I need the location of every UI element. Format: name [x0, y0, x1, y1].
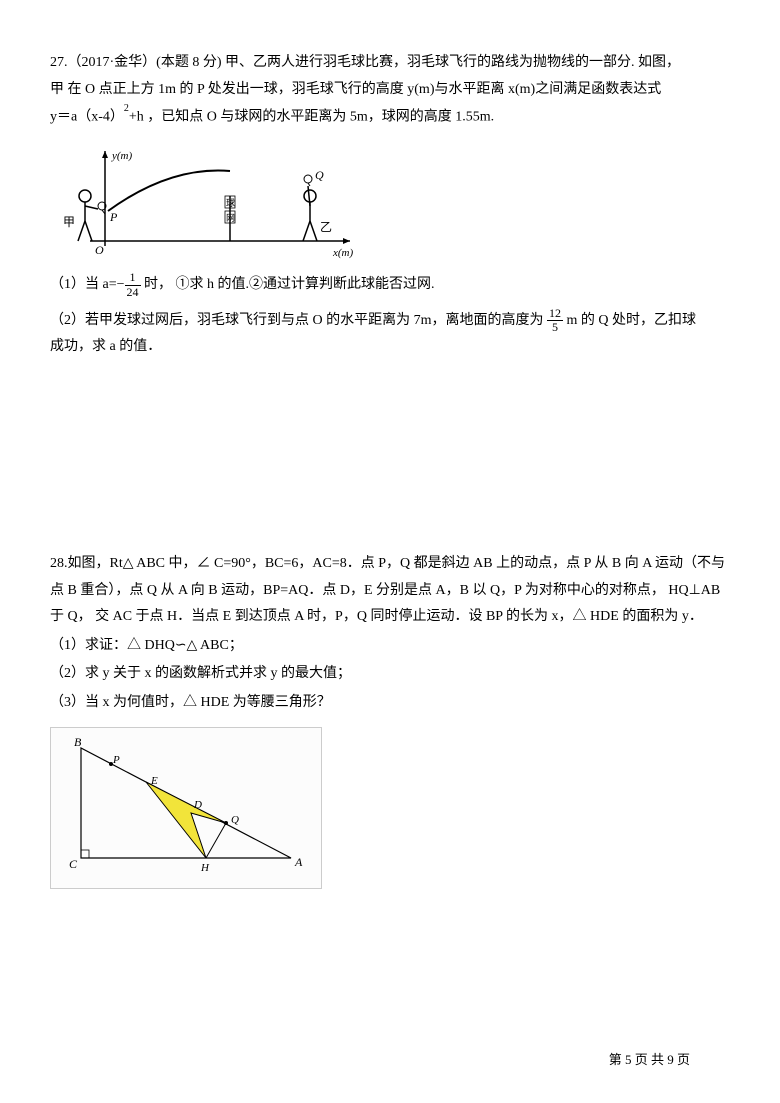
- p27-sub2-pre: （2）若甲发球过网后，羽毛球飞行到与点 O 的水平距离为 7m，离地面的高度为: [50, 313, 547, 328]
- fig28-B: B: [74, 735, 82, 749]
- p27-sub2-l1: （2）若甲发球过网后，羽毛球飞行到与点 O 的水平距离为 7m，离地面的高度为 …: [50, 307, 730, 335]
- fig28-H: H: [200, 862, 210, 874]
- fig28-D: D: [193, 799, 202, 811]
- problem-28: 28.如图，Rt△ ABC 中，∠ C=90°，BC=6，AC=8．点 P，Q …: [50, 551, 730, 889]
- spacer: [50, 401, 730, 551]
- fig27-ylabel: y(m): [111, 150, 132, 162]
- footer-pre: 第: [609, 1052, 625, 1067]
- footer-post: 页: [674, 1052, 690, 1067]
- p27-sub1-den: 24: [125, 286, 141, 299]
- p27-sub2-post: m 的 Q 处时，乙扣球: [563, 313, 696, 328]
- p27-formula-paren: （x-4）: [77, 110, 124, 125]
- page-container: 27.（2017·金华）(本题 8 分) 甲、乙两人进行羽毛球比赛，羽毛球飞行的…: [0, 0, 780, 1103]
- p27-sub1-pre: （1）当 a=−: [50, 277, 125, 292]
- p27-sub1-frac: 124: [125, 271, 141, 298]
- p27-line1: 27.（2017·金华）(本题 8 分) 甲、乙两人进行羽毛球比赛，羽毛球飞行的…: [50, 50, 730, 77]
- p27-formula-exp: 2: [124, 103, 129, 114]
- p27-sub1-post: 时， ①求 h 的值.②通过计算判断此球能否过网.: [141, 277, 435, 292]
- fig27-O: O: [95, 243, 104, 257]
- p27-sub2-l2: 成功，求 a 的值．: [50, 334, 730, 361]
- figure-28: B C A P E D Q H: [50, 727, 322, 889]
- fig28-C: C: [69, 857, 78, 871]
- figure-27-svg: y(m) x(m) P O Q 甲 乙 球 网: [50, 141, 360, 261]
- page-footer: 第 5 页 共 9 页: [609, 1048, 690, 1073]
- p27-sub2-num: 12: [547, 307, 563, 321]
- figure-27: y(m) x(m) P O Q 甲 乙 球 网: [50, 141, 360, 261]
- p27-sub2-den: 5: [547, 321, 563, 334]
- p27-formula-post: +h ，已知点 O 与球网的水平距离为 5m，球网的高度 1.55m.: [129, 110, 494, 125]
- p27-line2: 甲 在 O 点正上方 1m 的 P 处发出一球，羽毛球飞行的高度 y(m)与水平…: [50, 77, 730, 104]
- p27-sub1: （1）当 a=−124 时， ①求 h 的值.②通过计算判断此球能否过网.: [50, 271, 730, 299]
- p28-sub1: （1）求证：△ DHQ∽△ ABC；: [50, 633, 730, 660]
- p27-line3: y＝a（x-4）2+h ，已知点 O 与球网的水平距离为 5m，球网的高度 1.…: [50, 103, 730, 131]
- fig27-P: P: [109, 210, 118, 224]
- problem-27: 27.（2017·金华）(本题 8 分) 甲、乙两人进行羽毛球比赛，羽毛球飞行的…: [50, 50, 730, 361]
- fig27-player1: 甲: [63, 215, 75, 229]
- fig28-A: A: [294, 855, 303, 869]
- fig28-E: E: [150, 775, 158, 787]
- p28-sub3: （3）当 x 为何值时，△ HDE 为等腰三角形？: [50, 690, 730, 717]
- fig27-xlabel: x(m): [332, 247, 353, 259]
- p28-line2: 点 B 重合），点 Q 从 A 向 B 运动，BP=AQ．点 D，E 分别是点 …: [50, 578, 730, 605]
- p28-line1: 28.如图，Rt△ ABC 中，∠ C=90°，BC=6，AC=8．点 P，Q …: [50, 551, 730, 578]
- fig27-player2: 乙: [320, 220, 332, 234]
- p27-sub1-num: 1: [125, 271, 141, 285]
- fig27-Q: Q: [315, 168, 324, 182]
- fig28-P: P: [112, 754, 120, 766]
- fig27-net1: 球: [226, 197, 235, 208]
- fig28-Q: Q: [231, 814, 239, 826]
- p27-sub2-frac: 125: [547, 307, 563, 334]
- p27-formula-pre: y＝a: [50, 110, 77, 125]
- figure-28-svg: B C A P E D Q H: [51, 728, 321, 888]
- p28-sub2: （2）求 y 关于 x 的函数解析式并求 y 的最大值；: [50, 661, 730, 688]
- p28-line3: 于 Q， 交 AC 于点 H．当点 E 到达顶点 A 时，P，Q 同时停止运动．…: [50, 604, 730, 631]
- fig27-net2: 网: [226, 213, 235, 223]
- footer-mid: 页 共: [631, 1052, 667, 1067]
